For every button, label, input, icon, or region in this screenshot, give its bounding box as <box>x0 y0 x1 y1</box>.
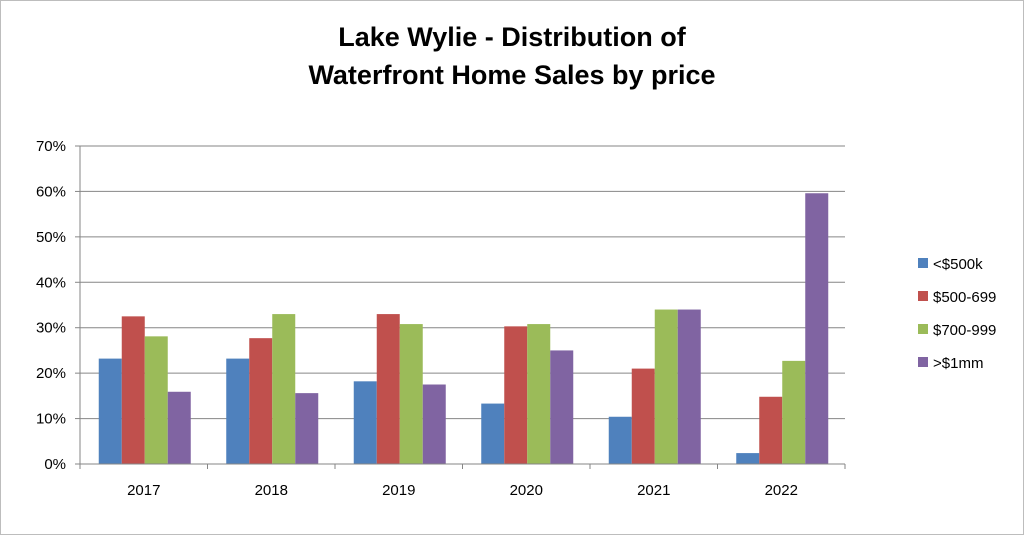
x-axis-ticks: 2017 2018 2019 2020 2021 2022 <box>79 464 846 499</box>
legend-swatch <box>918 258 928 268</box>
y-tick-label: 50% <box>36 229 66 246</box>
y-axis-ticks: 0% 10% 20% 30% 40% 50% 60% 70% <box>36 138 80 473</box>
y-tick-label: 10% <box>36 411 66 428</box>
bar <box>353 381 377 464</box>
legend-swatch <box>918 324 928 334</box>
axes <box>79 146 845 465</box>
bar <box>527 324 551 464</box>
legend: <$500k $500-699 $700-999 >$1mm <box>918 256 996 372</box>
bar <box>608 416 632 464</box>
bar <box>272 314 296 464</box>
x-tick-label: 2019 <box>382 482 415 499</box>
bar <box>677 309 701 464</box>
x-tick-label: 2021 <box>637 482 670 499</box>
bar <box>631 368 655 464</box>
y-tick-label: 40% <box>36 274 66 291</box>
bar <box>550 350 574 464</box>
bar <box>759 396 783 464</box>
bar <box>295 393 319 464</box>
legend-swatch <box>918 291 928 301</box>
chart-title-line-2: Waterfront Home Sales by price <box>308 60 716 90</box>
legend-label: $700-999 <box>933 322 996 339</box>
bar <box>98 358 122 464</box>
legend-label: >$1mm <box>933 355 983 372</box>
y-tick-label: 30% <box>36 320 66 337</box>
x-tick-label: 2018 <box>255 482 288 499</box>
bar <box>422 384 446 464</box>
legend-label: <$500k <box>933 256 983 273</box>
y-tick-label: 60% <box>36 183 66 200</box>
bar <box>736 453 760 464</box>
bar <box>654 309 678 464</box>
bar <box>376 314 400 464</box>
legend-label: $500-699 <box>933 289 996 306</box>
bar <box>167 391 191 464</box>
bar <box>782 360 806 464</box>
bar <box>504 326 528 464</box>
x-tick-label: 2017 <box>127 482 160 499</box>
x-tick-label: 2020 <box>510 482 543 499</box>
y-tick-label: 20% <box>36 365 66 382</box>
bar <box>226 358 250 464</box>
bar <box>121 316 145 464</box>
legend-swatch <box>918 357 928 367</box>
bars <box>98 193 829 464</box>
chart-title-line-1: Lake Wylie - Distribution of <box>338 22 686 52</box>
bar <box>805 193 829 464</box>
x-tick-label: 2022 <box>765 482 798 499</box>
bar <box>144 336 168 464</box>
bar <box>249 338 273 464</box>
chart-title: Lake Wylie - Distribution of Waterfront … <box>0 18 1024 94</box>
gridlines <box>80 145 845 420</box>
y-tick-label: 70% <box>36 138 66 155</box>
y-tick-label: 0% <box>44 456 66 473</box>
bar <box>481 403 505 464</box>
bar <box>399 324 423 464</box>
